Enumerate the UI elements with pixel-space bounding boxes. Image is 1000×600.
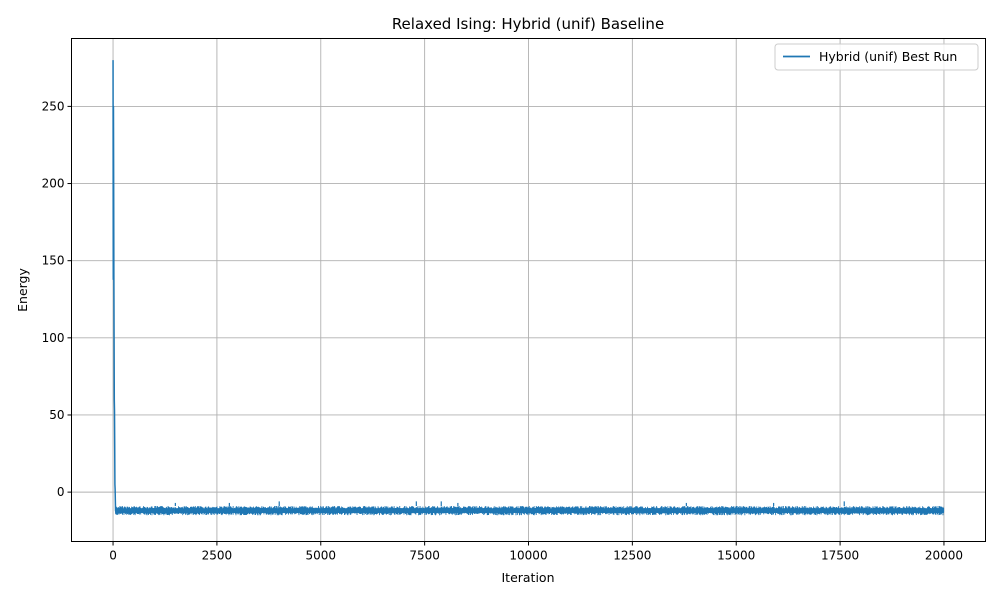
grid-lines (71, 38, 986, 542)
x-axis: 0 2500 5000 7500 10000 12500 15000 17500 20000 (109, 541, 963, 563)
legend: Hybrid (unif) Best Run (774, 43, 979, 71)
x-tick-label: 10000 (509, 549, 547, 563)
y-tick-label: 0 (57, 485, 65, 499)
x-tick-label: 20000 (925, 549, 963, 563)
y-axis: 0 50 100 150 200 250 (42, 99, 72, 499)
x-tick-label: 0 (109, 549, 117, 563)
legend-box (774, 43, 979, 71)
series-line (112, 60, 945, 516)
y-tick-label: 50 (49, 408, 64, 422)
x-tick-label: 5000 (305, 549, 336, 563)
x-tick-label: 7500 (409, 549, 440, 563)
y-tick-label: 250 (42, 99, 65, 113)
x-tick-label: 12500 (613, 549, 651, 563)
noise-band-core (115, 508, 944, 513)
y-tick-label: 100 (42, 331, 65, 345)
chart-title: Relaxed Ising: Hybrid (unif) Baseline (392, 15, 664, 33)
x-tick-label: 2500 (202, 549, 233, 563)
x-tick-label: 17500 (821, 549, 859, 563)
legend-label: Hybrid (unif) Best Run (819, 49, 957, 64)
x-tick-label: 15000 (717, 549, 755, 563)
y-tick-label: 200 (42, 177, 65, 191)
series-trace (112, 60, 944, 513)
y-axis-label: Energy (15, 268, 30, 312)
y-tick-label: 150 (42, 254, 65, 268)
x-axis-label: Iteration (501, 570, 554, 585)
series-layer (112, 60, 945, 516)
